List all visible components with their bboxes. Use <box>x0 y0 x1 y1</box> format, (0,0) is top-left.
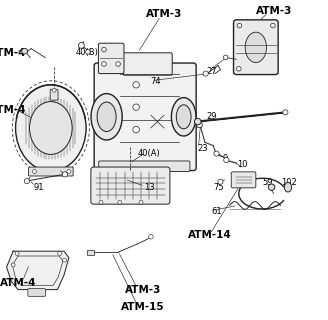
Ellipse shape <box>15 85 86 171</box>
Circle shape <box>63 258 67 262</box>
Text: 75: 75 <box>214 183 224 192</box>
Circle shape <box>139 200 143 204</box>
Circle shape <box>15 252 19 255</box>
Text: 9: 9 <box>222 154 227 163</box>
FancyBboxPatch shape <box>29 167 73 176</box>
Ellipse shape <box>91 93 122 140</box>
Text: ATM-4: ATM-4 <box>0 48 27 58</box>
Circle shape <box>224 157 229 163</box>
Ellipse shape <box>97 102 116 132</box>
Text: 61: 61 <box>211 207 222 216</box>
Text: ATM-3: ATM-3 <box>256 6 292 16</box>
Text: 10: 10 <box>237 160 248 169</box>
Circle shape <box>271 23 275 28</box>
Circle shape <box>22 48 28 54</box>
Circle shape <box>67 170 71 173</box>
Text: ATM-14: ATM-14 <box>188 230 232 240</box>
Circle shape <box>102 62 106 66</box>
Text: 102: 102 <box>281 178 297 187</box>
Circle shape <box>58 252 62 255</box>
Ellipse shape <box>245 32 266 63</box>
Ellipse shape <box>30 101 72 155</box>
Circle shape <box>133 104 139 110</box>
FancyBboxPatch shape <box>91 167 170 204</box>
Circle shape <box>268 184 275 190</box>
Text: 29: 29 <box>206 112 217 121</box>
Circle shape <box>78 43 84 48</box>
Text: 13: 13 <box>144 183 154 192</box>
Ellipse shape <box>176 105 191 129</box>
Circle shape <box>223 55 228 60</box>
Circle shape <box>195 118 201 125</box>
Circle shape <box>11 263 15 267</box>
Ellipse shape <box>171 98 196 136</box>
Text: ATM-4: ATM-4 <box>0 278 36 288</box>
FancyBboxPatch shape <box>123 53 172 75</box>
Text: 74: 74 <box>151 77 161 86</box>
Circle shape <box>62 172 68 177</box>
Circle shape <box>236 67 241 71</box>
Circle shape <box>86 50 90 54</box>
Circle shape <box>237 23 242 28</box>
Circle shape <box>149 235 153 239</box>
Text: 91: 91 <box>33 183 44 192</box>
Text: 59: 59 <box>262 178 273 187</box>
Text: ATM-3: ATM-3 <box>125 284 161 295</box>
FancyBboxPatch shape <box>50 89 58 100</box>
Circle shape <box>24 179 30 184</box>
Text: ATM-4: ATM-4 <box>0 105 27 116</box>
Text: 40(B): 40(B) <box>75 48 98 57</box>
Circle shape <box>133 82 139 88</box>
Circle shape <box>118 200 122 204</box>
FancyBboxPatch shape <box>234 20 278 75</box>
Circle shape <box>214 151 219 156</box>
Ellipse shape <box>284 182 292 192</box>
Circle shape <box>116 62 120 66</box>
Text: 23: 23 <box>197 144 208 153</box>
FancyBboxPatch shape <box>99 161 190 172</box>
Circle shape <box>102 47 106 52</box>
Circle shape <box>32 170 36 173</box>
FancyBboxPatch shape <box>231 172 256 188</box>
Text: 27: 27 <box>206 68 217 76</box>
FancyBboxPatch shape <box>94 63 196 171</box>
Circle shape <box>203 71 208 76</box>
FancyBboxPatch shape <box>98 43 124 74</box>
Text: 72: 72 <box>113 48 123 57</box>
Circle shape <box>218 179 223 184</box>
Circle shape <box>99 200 103 204</box>
FancyBboxPatch shape <box>87 250 94 255</box>
Text: 40(A): 40(A) <box>138 149 161 158</box>
Circle shape <box>52 88 56 92</box>
Text: ATM-15: ATM-15 <box>121 301 165 312</box>
Circle shape <box>283 110 288 115</box>
Circle shape <box>196 122 202 128</box>
Circle shape <box>133 126 139 133</box>
Polygon shape <box>7 251 69 290</box>
Text: ATM-3: ATM-3 <box>146 9 182 20</box>
FancyBboxPatch shape <box>28 289 46 296</box>
